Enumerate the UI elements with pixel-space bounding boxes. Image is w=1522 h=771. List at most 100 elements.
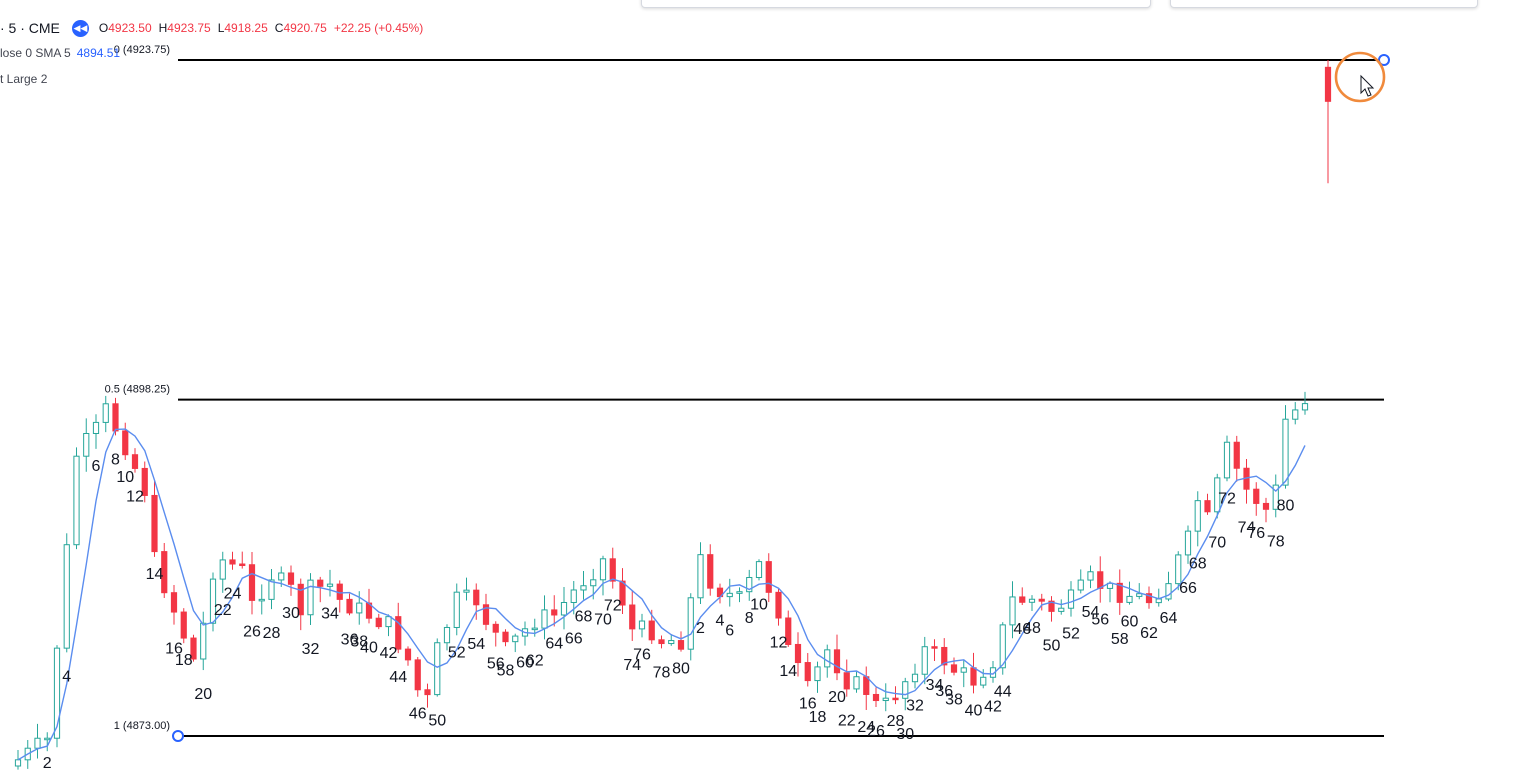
bar-count-label: 12 [770, 635, 788, 652]
candle-body [668, 640, 675, 645]
candle-body [697, 554, 704, 599]
candle-body [492, 623, 499, 633]
bar-count-label: 28 [887, 713, 905, 730]
candle-body [317, 579, 324, 587]
candle-body [629, 604, 636, 630]
top-panel-right[interactable] [1170, 0, 1478, 8]
fib-anchor-handle[interactable] [172, 730, 184, 742]
candle-body [814, 666, 821, 682]
candle-body [1282, 418, 1289, 486]
candle-body [53, 647, 61, 739]
bar-count-label: 62 [1140, 625, 1158, 642]
sma-row[interactable]: lose 0 SMA 5 4894.51 [0, 40, 430, 66]
bar-count-label: 10 [750, 596, 768, 613]
candle-body [141, 467, 148, 496]
bar-count-label: 80 [1277, 498, 1295, 515]
candle-body [921, 646, 928, 675]
candle-body [1126, 595, 1133, 603]
bar-count-label: 16 [165, 641, 183, 658]
symbol-title[interactable]: · 5 · CME [0, 20, 60, 36]
bar-count-label: 26 [243, 623, 261, 640]
ohlc-close: C4920.75 [274, 21, 327, 35]
candle-body [1184, 530, 1192, 556]
candle-body [200, 622, 207, 660]
candle-body [180, 611, 187, 639]
top-panel-left[interactable] [641, 0, 1151, 8]
candle-body [609, 558, 616, 582]
candle-body [902, 681, 909, 699]
fib-retracement[interactable]: 0 (4923.75) 0.5 (4898.25) 1 (4873.00) [105, 44, 1384, 737]
bar-count-label: 24 [857, 719, 875, 736]
sma-path [17, 428, 1306, 761]
candle-body [1292, 409, 1299, 420]
candle-body [92, 421, 100, 435]
bar-count-label: 66 [565, 630, 583, 647]
candle-body [892, 697, 899, 701]
bar-count-label: 54 [1082, 604, 1100, 621]
candle-body [297, 583, 304, 616]
bar-count-label: 68 [1189, 555, 1207, 572]
bar-count-label: 2 [696, 620, 705, 637]
candle-body [1301, 403, 1309, 411]
candle-body [980, 676, 987, 686]
bar-count-label: 20 [194, 686, 212, 703]
bar-count-label: 76 [633, 646, 651, 663]
candle-body [1233, 441, 1240, 469]
bar-count-label: 74 [623, 657, 641, 674]
candle-body [502, 631, 509, 643]
candle-body [677, 640, 685, 650]
candle-body [775, 591, 782, 619]
candle-body [268, 579, 275, 600]
candle-body [463, 589, 470, 593]
candle-body [1155, 598, 1162, 604]
candle-body [278, 572, 285, 581]
candle-body [151, 494, 158, 553]
candle-body [999, 624, 1006, 669]
candle-body [482, 604, 490, 625]
bar-count-label: 62 [526, 653, 544, 670]
ohlc-low: L4918.25 [217, 21, 268, 35]
fib-anchors[interactable] [172, 54, 1390, 742]
bar-count-label: 10 [116, 469, 134, 486]
bar-count-label: 50 [1043, 638, 1061, 655]
bar-count-label: 6 [725, 623, 734, 640]
candle-body [755, 561, 763, 579]
candle-body [102, 403, 109, 423]
candle-body [131, 454, 139, 469]
bar-count-label: 24 [224, 586, 242, 603]
bar-count-label: 2 [43, 755, 52, 771]
chart-legend: · 5 · CME ◀◀ O4923.50 H4923.75 L4918.25 … [0, 16, 430, 92]
bar-count-label: 30 [896, 726, 914, 743]
bar-count-label: 26 [867, 723, 885, 740]
candle-body [648, 620, 655, 641]
rewind-icon[interactable]: ◀◀ [71, 19, 89, 37]
candle-body [473, 589, 480, 606]
candle-body [560, 602, 568, 616]
indicator-label: t Large 2 [0, 72, 48, 86]
bar-count-label: 38 [350, 634, 368, 651]
candle-body [112, 403, 119, 432]
candle-body [395, 616, 402, 650]
indicator-row[interactable]: t Large 2 [0, 66, 430, 92]
candle-body [1223, 441, 1231, 479]
candle-body [726, 592, 733, 598]
candle-body [853, 676, 860, 690]
candle-body [707, 554, 714, 589]
bar-count-label: 76 [1247, 525, 1265, 542]
cursor-icon [1360, 74, 1375, 97]
candle-body [824, 649, 831, 668]
candle-body [1067, 589, 1075, 609]
candle-body [570, 589, 577, 604]
candle-body [580, 585, 587, 591]
candle-body [941, 646, 948, 666]
bar-count-label: 66 [1179, 580, 1197, 597]
candle-body [863, 676, 870, 695]
fib-anchor-handle[interactable] [1378, 54, 1390, 66]
candle-body [736, 591, 743, 594]
bar-count-label: 8 [111, 451, 120, 468]
candle-body [239, 563, 246, 567]
candle-body [882, 697, 889, 702]
candle-body [453, 591, 460, 628]
